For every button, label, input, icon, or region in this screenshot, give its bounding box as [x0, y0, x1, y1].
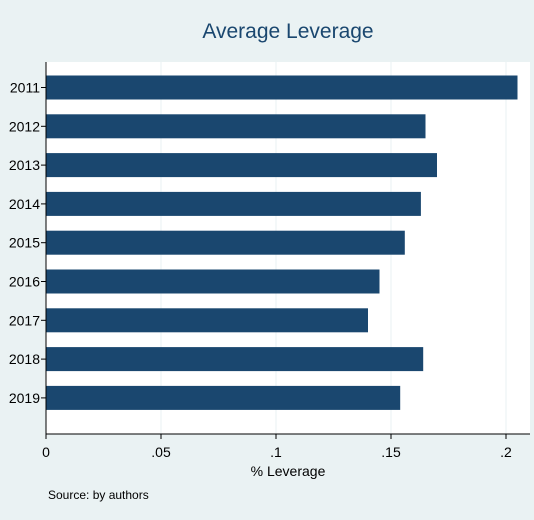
y-tick-label: 2015 — [9, 235, 40, 251]
y-tick-labels: 2011 2012 2013 2014 2015 2016 2017 2018 2019 — [9, 80, 40, 406]
x-tick-label: .05 — [151, 444, 171, 460]
bar — [46, 347, 424, 372]
bar — [46, 75, 518, 100]
x-tick-label: .1 — [270, 444, 282, 460]
y-tick-label: 2017 — [9, 312, 40, 328]
bar — [46, 114, 426, 139]
bar — [46, 308, 368, 333]
bar — [46, 269, 380, 294]
x-tick-label: 0 — [42, 444, 50, 460]
axes — [41, 62, 530, 439]
bar — [46, 153, 437, 178]
chart-title: Average Leverage — [202, 20, 374, 43]
bar — [46, 385, 401, 410]
x-tick-labels: 0 .05 .1 .15 .2 — [42, 444, 512, 460]
y-tick-label: 2016 — [9, 274, 40, 290]
bar — [46, 191, 421, 216]
y-tick-label: 2012 — [9, 118, 40, 134]
bars — [46, 75, 518, 410]
source-note: Source: by authors — [48, 488, 149, 502]
x-tick-label: .2 — [500, 444, 512, 460]
bar — [46, 230, 405, 255]
y-tick-label: 2019 — [9, 390, 40, 406]
x-axis-title: % Leverage — [251, 463, 326, 479]
y-tick-label: 2018 — [9, 351, 40, 367]
y-tick-label: 2013 — [9, 157, 40, 173]
y-tick-label: 2014 — [9, 196, 40, 212]
y-tick-label: 2011 — [10, 80, 40, 96]
x-tick-label: .15 — [381, 444, 401, 460]
